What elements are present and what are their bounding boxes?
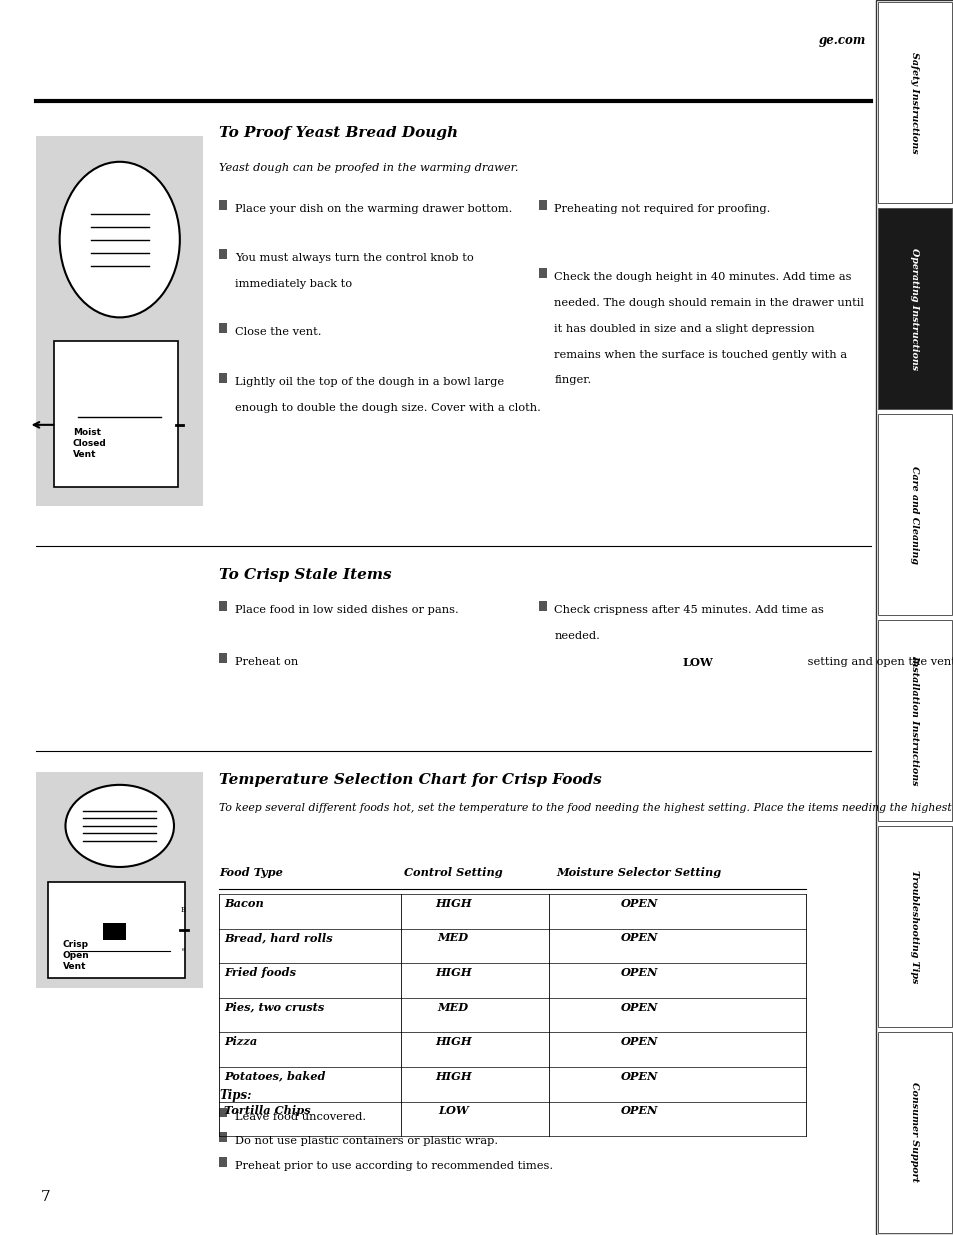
Text: Moisture Selector Setting: Moisture Selector Setting	[556, 867, 721, 878]
FancyBboxPatch shape	[219, 601, 227, 611]
Text: Leave food uncovered.: Leave food uncovered.	[234, 1112, 365, 1121]
Text: Place food in low sided dishes or pans.: Place food in low sided dishes or pans.	[234, 605, 458, 615]
Text: Consumer Support: Consumer Support	[909, 1082, 919, 1182]
Text: LOW: LOW	[681, 657, 712, 668]
FancyBboxPatch shape	[538, 200, 546, 210]
FancyBboxPatch shape	[54, 341, 178, 487]
FancyBboxPatch shape	[36, 136, 203, 506]
FancyBboxPatch shape	[103, 924, 126, 941]
FancyBboxPatch shape	[48, 882, 185, 978]
Text: Bacon: Bacon	[224, 898, 264, 909]
Text: HIGH: HIGH	[435, 967, 471, 978]
FancyBboxPatch shape	[877, 1031, 951, 1233]
Text: remains when the surface is touched gently with a: remains when the surface is touched gent…	[554, 350, 846, 359]
Text: OPEN: OPEN	[619, 967, 658, 978]
Text: e: e	[181, 946, 185, 952]
FancyBboxPatch shape	[538, 601, 546, 611]
FancyBboxPatch shape	[219, 200, 227, 210]
Text: To Crisp Stale Items: To Crisp Stale Items	[219, 568, 392, 582]
Text: Operating Instructions: Operating Instructions	[909, 248, 919, 369]
Text: Temperature Selection Chart for Crisp Foods: Temperature Selection Chart for Crisp Fo…	[219, 773, 601, 787]
Text: finger.: finger.	[554, 375, 591, 385]
Text: OPEN: OPEN	[619, 1105, 658, 1116]
Text: Fried foods: Fried foods	[224, 967, 295, 978]
Text: 7: 7	[41, 1191, 51, 1204]
FancyBboxPatch shape	[877, 826, 951, 1026]
Text: To keep several different foods hot, set the temperature to the food needing the: To keep several different foods hot, set…	[219, 803, 953, 813]
Text: OPEN: OPEN	[619, 1002, 658, 1013]
Text: Tips:: Tips:	[219, 1089, 252, 1103]
Text: Place your dish on the warming drawer bottom.: Place your dish on the warming drawer bo…	[234, 204, 512, 214]
FancyBboxPatch shape	[877, 2, 951, 204]
Text: Tortilla Chips: Tortilla Chips	[224, 1105, 311, 1116]
Text: ge.com: ge.com	[818, 35, 865, 47]
Text: Preheat prior to use according to recommended times.: Preheat prior to use according to recomm…	[234, 1161, 552, 1171]
Text: Bread, hard rolls: Bread, hard rolls	[224, 932, 333, 944]
Text: Preheating not required for proofing.: Preheating not required for proofing.	[554, 204, 770, 214]
Text: LOW: LOW	[437, 1105, 468, 1116]
Text: B: B	[180, 906, 186, 914]
FancyBboxPatch shape	[219, 373, 227, 383]
Text: immediately back to: immediately back to	[234, 279, 355, 289]
Text: MED: MED	[437, 1002, 468, 1013]
Text: it has doubled in size and a slight depression: it has doubled in size and a slight depr…	[554, 324, 814, 333]
Text: Safety Instructions: Safety Instructions	[909, 52, 919, 153]
FancyBboxPatch shape	[877, 209, 951, 409]
Text: Potatoes, baked: Potatoes, baked	[224, 1071, 325, 1082]
Text: Do not use plastic containers or plastic wrap.: Do not use plastic containers or plastic…	[234, 1136, 497, 1146]
Text: needed. The dough should remain in the drawer until: needed. The dough should remain in the d…	[554, 298, 863, 308]
Text: Crisp
Open
Vent: Crisp Open Vent	[63, 940, 90, 971]
Text: Pies, two crusts: Pies, two crusts	[224, 1002, 324, 1013]
FancyBboxPatch shape	[538, 268, 546, 278]
Ellipse shape	[66, 785, 173, 867]
Ellipse shape	[59, 162, 179, 317]
Text: To Proof Yeast Bread Dough: To Proof Yeast Bread Dough	[219, 126, 458, 140]
Text: OPEN: OPEN	[619, 932, 658, 944]
FancyBboxPatch shape	[219, 324, 227, 333]
Text: needed.: needed.	[554, 631, 599, 641]
Text: HIGH: HIGH	[435, 1071, 471, 1082]
Text: setting and open the vent.: setting and open the vent.	[803, 657, 953, 667]
Text: You must always turn the control knob to: You must always turn the control knob to	[234, 253, 476, 263]
Text: HIGH: HIGH	[435, 1036, 471, 1047]
Text: Lightly oil the top of the dough in a bowl large: Lightly oil the top of the dough in a bo…	[234, 377, 503, 387]
Text: Pizza: Pizza	[224, 1036, 257, 1047]
Text: enough to double the dough size. Cover with a cloth.: enough to double the dough size. Cover w…	[234, 403, 540, 412]
Text: HIGH: HIGH	[435, 898, 471, 909]
Text: Yeast dough can be proofed in the warming drawer.: Yeast dough can be proofed in the warmin…	[219, 163, 518, 173]
FancyBboxPatch shape	[36, 772, 203, 988]
Text: OPEN: OPEN	[619, 1036, 658, 1047]
Text: Close the vent.: Close the vent.	[234, 327, 321, 337]
FancyBboxPatch shape	[219, 1132, 227, 1142]
Text: Check the dough height in 40 minutes. Add time as: Check the dough height in 40 minutes. Ad…	[554, 272, 851, 282]
Text: OPEN: OPEN	[619, 1071, 658, 1082]
Text: Moist
Closed
Vent: Moist Closed Vent	[72, 427, 107, 459]
Text: Preheat on: Preheat on	[234, 657, 301, 667]
Text: Installation Instructions: Installation Instructions	[909, 655, 919, 785]
FancyBboxPatch shape	[219, 249, 227, 259]
Text: Troubleshooting Tips: Troubleshooting Tips	[909, 869, 919, 983]
FancyBboxPatch shape	[877, 414, 951, 615]
Text: OPEN: OPEN	[619, 898, 658, 909]
Text: MED: MED	[437, 932, 468, 944]
Text: Control Setting: Control Setting	[403, 867, 502, 878]
FancyBboxPatch shape	[219, 1108, 227, 1118]
FancyBboxPatch shape	[219, 1157, 227, 1167]
FancyBboxPatch shape	[219, 653, 227, 663]
Text: Check crispness after 45 minutes. Add time as: Check crispness after 45 minutes. Add ti…	[554, 605, 823, 615]
FancyBboxPatch shape	[877, 620, 951, 821]
Text: Food Type: Food Type	[219, 867, 283, 878]
Text: Care and Cleaning: Care and Cleaning	[909, 466, 919, 563]
